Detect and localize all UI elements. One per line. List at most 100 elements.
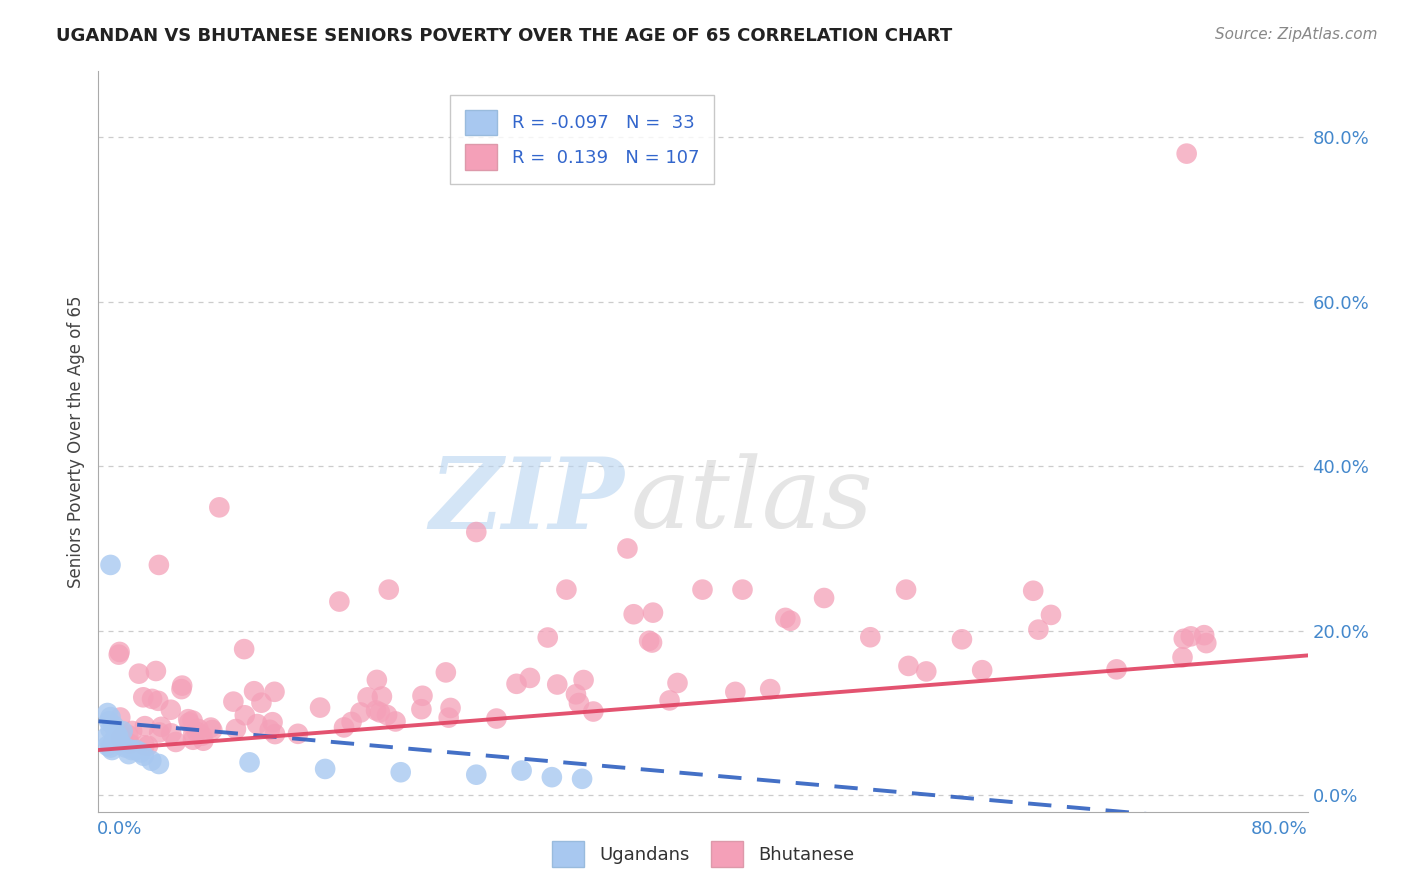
- Point: [540, 770, 562, 784]
- Point: [98, 714, 121, 729]
- Point: [309, 700, 332, 714]
- Point: [141, 754, 163, 768]
- Point: [100, 740, 122, 755]
- Point: [181, 727, 204, 741]
- Point: [384, 714, 406, 729]
- Point: [96, 706, 118, 720]
- Point: [160, 726, 183, 740]
- Point: [779, 614, 801, 628]
- Text: Source: ZipAtlas.com: Source: ZipAtlas.com: [1215, 27, 1378, 42]
- Point: [623, 607, 645, 622]
- Point: [1180, 629, 1202, 643]
- Point: [537, 631, 560, 645]
- Point: [110, 710, 132, 724]
- Point: [546, 677, 568, 691]
- Point: [170, 682, 193, 697]
- Point: [638, 633, 661, 648]
- Point: [246, 717, 269, 731]
- Point: [1022, 583, 1045, 598]
- Point: [187, 722, 209, 736]
- Y-axis label: Seniors Poverty Over the Age of 65: Seniors Poverty Over the Age of 65: [67, 295, 86, 588]
- Point: [177, 712, 200, 726]
- Point: [465, 767, 488, 781]
- Point: [1028, 623, 1050, 637]
- Point: [101, 743, 124, 757]
- Point: [105, 731, 128, 745]
- Point: [111, 729, 134, 743]
- Point: [105, 726, 128, 740]
- Point: [103, 735, 125, 749]
- Point: [1171, 650, 1194, 665]
- Point: [94, 731, 117, 745]
- Point: [1105, 662, 1128, 676]
- Point: [110, 731, 132, 746]
- Point: [259, 723, 281, 737]
- Point: [641, 635, 664, 649]
- Point: [813, 591, 835, 605]
- Point: [121, 743, 143, 757]
- Point: [100, 723, 122, 737]
- Point: [104, 732, 127, 747]
- Point: [692, 582, 714, 597]
- Point: [439, 701, 461, 715]
- Point: [121, 723, 143, 738]
- Point: [165, 735, 187, 749]
- Point: [148, 558, 170, 572]
- Point: [465, 524, 488, 539]
- Point: [129, 746, 152, 760]
- Point: [148, 757, 170, 772]
- Point: [658, 693, 681, 707]
- Point: [366, 673, 388, 687]
- Point: [759, 682, 782, 697]
- Point: [1192, 628, 1215, 642]
- Point: [108, 735, 131, 749]
- Point: [193, 733, 215, 747]
- Point: [243, 684, 266, 698]
- Text: ZIP: ZIP: [429, 452, 624, 549]
- Point: [263, 685, 285, 699]
- Point: [328, 594, 350, 608]
- Point: [859, 630, 882, 644]
- Point: [510, 764, 533, 778]
- Point: [222, 695, 245, 709]
- Text: UGANDAN VS BHUTANESE SENIORS POVERTY OVER THE AGE OF 65 CORRELATION CHART: UGANDAN VS BHUTANESE SENIORS POVERTY OVE…: [56, 27, 952, 45]
- Point: [159, 703, 181, 717]
- Point: [894, 582, 917, 597]
- Point: [666, 676, 689, 690]
- Text: 80.0%: 80.0%: [1251, 820, 1308, 838]
- Point: [375, 708, 398, 723]
- Point: [555, 582, 578, 597]
- Point: [118, 747, 141, 761]
- Point: [616, 541, 638, 556]
- Point: [505, 677, 527, 691]
- Point: [179, 715, 201, 730]
- Point: [572, 673, 595, 687]
- Point: [582, 705, 605, 719]
- Point: [389, 765, 412, 780]
- Point: [915, 665, 938, 679]
- Point: [333, 720, 356, 734]
- Point: [1039, 607, 1062, 622]
- Point: [368, 706, 391, 720]
- Point: [132, 690, 155, 705]
- Point: [411, 689, 433, 703]
- Point: [233, 642, 256, 657]
- Point: [191, 729, 214, 743]
- Point: [897, 659, 920, 673]
- Point: [181, 732, 204, 747]
- Point: [437, 711, 460, 725]
- Point: [100, 558, 122, 572]
- Point: [731, 582, 754, 597]
- Point: [114, 740, 136, 755]
- Point: [264, 727, 287, 741]
- Text: atlas: atlas: [630, 453, 873, 549]
- Point: [181, 714, 204, 728]
- Point: [314, 762, 336, 776]
- Point: [349, 706, 371, 720]
- Point: [125, 743, 148, 757]
- Point: [356, 690, 378, 705]
- Point: [411, 702, 433, 716]
- Point: [340, 714, 363, 729]
- Point: [136, 739, 159, 753]
- Point: [100, 710, 122, 724]
